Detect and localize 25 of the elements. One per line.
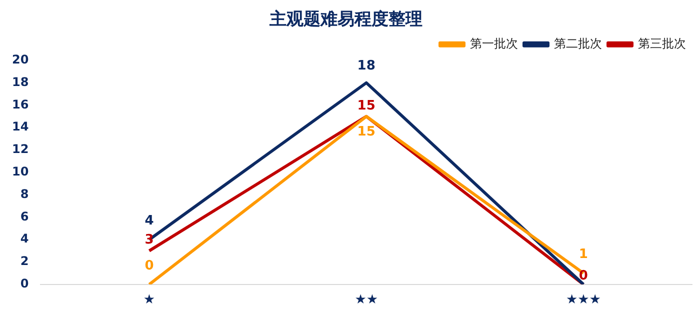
x-tick-label: ★★ <box>354 292 378 308</box>
data-label: 4 <box>144 213 154 228</box>
data-label: 0 <box>578 268 588 284</box>
x-tick-label: ★ <box>143 292 156 308</box>
legend-label: 第一批次 <box>470 36 518 51</box>
y-tick-label: 2 <box>20 254 29 268</box>
y-tick-label: 16 <box>12 97 29 112</box>
y-tick-label: 18 <box>12 74 29 89</box>
y-tick-label: 0 <box>20 276 29 291</box>
x-tick-label: ★★★ <box>566 292 601 308</box>
y-tick-label: 6 <box>20 209 29 224</box>
data-label: 18 <box>357 58 376 74</box>
data-label: 15 <box>357 98 376 114</box>
y-tick-label: 10 <box>12 164 29 179</box>
data-label: 0 <box>144 258 154 274</box>
data-label: 1 <box>578 247 588 262</box>
legend-label: 第三批次 <box>638 36 686 51</box>
y-tick-label: 4 <box>20 232 29 246</box>
legend-label: 第二批次 <box>554 36 602 51</box>
data-label: 15 <box>357 124 376 140</box>
y-tick-label: 12 <box>12 142 29 156</box>
y-tick-label: 20 <box>12 52 29 67</box>
chart-title: 主观题难易程度整理 <box>268 10 422 30</box>
y-tick-label: 8 <box>20 186 29 201</box>
y-tick-label: 14 <box>12 120 29 134</box>
